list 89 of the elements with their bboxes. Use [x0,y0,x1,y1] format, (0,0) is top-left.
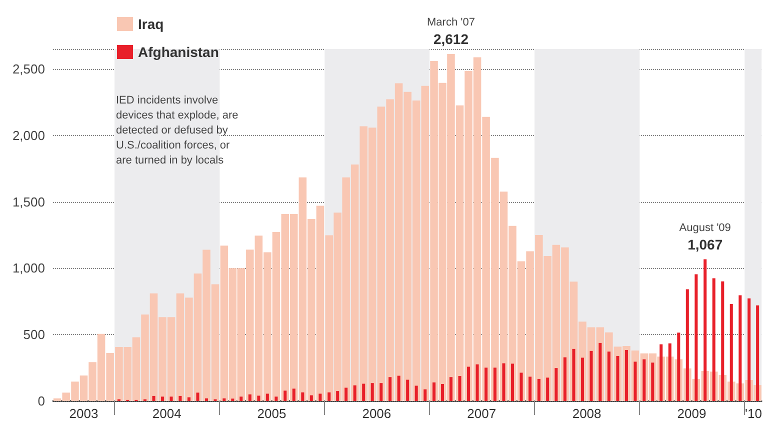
bar [204,398,208,401]
annotation: March '07 [427,16,475,29]
x-tick-label: 2004 [152,406,182,421]
bar [424,389,427,401]
bar [432,382,436,401]
bar [196,392,200,401]
bar [712,278,716,401]
y-tick-label: 2,000 [12,128,45,143]
legend-label: Afghanistan [138,44,219,60]
y-tick-label: 2,500 [12,61,45,76]
bar [397,376,400,401]
bar [563,357,566,401]
bar [607,352,610,401]
bar [476,364,479,401]
bar [362,384,366,401]
bar [414,386,418,401]
bar [449,377,452,401]
x-tick-label: 2008 [572,406,602,421]
bar [572,348,576,401]
bar [598,342,602,401]
bar [310,395,313,401]
bar [677,332,680,401]
y-tick-label: 0 [38,394,45,408]
annotation: August '09 [679,222,731,234]
bar [328,392,331,401]
x-tick-label: 2003 [69,406,98,421]
bar [668,343,672,401]
bar [458,376,462,401]
bar [336,391,340,401]
y-tick-label: 500 [23,327,45,342]
bar [388,377,392,401]
bar [624,350,628,401]
bar [301,392,304,401]
bar [318,394,322,401]
bar [248,394,252,401]
bar [537,378,540,401]
bar [756,305,760,401]
annotation: IED incidents involve devices that explode, are detected or defused by U.S./coalition forces, or are turned in by locals [116,94,242,166]
x-tick-label: 2006 [362,406,392,421]
bar [484,368,488,401]
bar [546,378,550,401]
bar [694,274,698,401]
bar [370,383,374,401]
bar [642,359,646,401]
bar [738,295,742,401]
bar [284,390,287,401]
bar [748,298,751,401]
bar [187,397,190,401]
bar [178,396,182,401]
bar [170,396,173,401]
data-label: 1,067 [688,236,723,252]
bar [152,396,156,401]
bar [651,362,654,401]
bar [660,344,663,401]
bar [528,376,532,401]
bar [222,398,226,401]
bar [704,259,707,401]
bar [493,368,496,401]
bar [406,380,410,401]
x-tick-label: '10 [745,406,762,421]
y-tick-label: 1,500 [12,194,45,210]
bar [616,356,620,401]
bar [292,388,296,401]
bar [686,289,689,401]
x-tick-label: 2005 [257,406,286,421]
bar [520,372,523,401]
bar [440,384,444,401]
bar [380,383,383,401]
bar [161,396,164,401]
bar [502,363,506,401]
bar [266,394,269,401]
legend-label: Iraq [138,16,164,32]
bar [467,366,470,401]
bar [580,358,584,401]
bar [590,350,593,401]
bar [634,362,637,401]
bar [274,396,278,401]
y-tick-label: 1,000 [12,260,45,276]
bar [730,304,733,401]
bar [344,388,348,401]
bar [353,385,356,401]
bar [554,368,558,401]
bar [257,396,260,401]
data-label: 2,612 [433,31,469,48]
bar [510,364,514,401]
bar [240,396,243,401]
bar [721,281,724,401]
x-tick-label: 2009 [677,406,706,421]
x-tick-label: 2007 [467,406,496,421]
